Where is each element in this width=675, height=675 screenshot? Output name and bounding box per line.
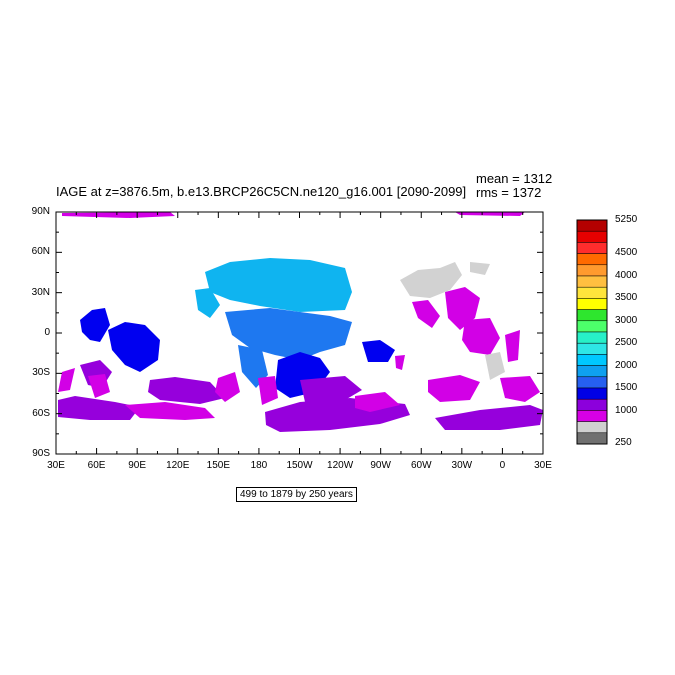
colorbar-tick-label: 1500 <box>615 382 638 393</box>
galapagos-patch <box>395 355 405 370</box>
lat-tick-label: 60N <box>31 246 50 258</box>
colorbar-swatch <box>576 365 608 378</box>
colorbar-swatch <box>576 342 608 355</box>
south-atlantic-west <box>428 375 480 402</box>
colorbar <box>576 219 608 445</box>
south-pacific-central <box>300 376 362 402</box>
lat-tick-label: 90N <box>31 206 50 217</box>
mean-value: mean = 1312 <box>476 171 553 186</box>
australian-south <box>148 377 225 404</box>
lon-tick-label: 30W <box>451 460 473 471</box>
lat-tick-label: 0 <box>44 327 50 338</box>
cape-basin <box>500 376 540 402</box>
lat-tick-label: 30S <box>32 367 50 379</box>
north-atlantic-gray <box>400 262 462 298</box>
colorbar-swatch <box>576 253 608 266</box>
colorbar-swatch <box>576 354 608 366</box>
nordic-gray <box>470 262 490 275</box>
lon-tick-label: 180 <box>250 460 268 471</box>
lon-tick-label: 120E <box>166 460 190 471</box>
lon-tick-label: 120W <box>327 460 354 471</box>
lon-tick-label: 30E <box>534 460 552 471</box>
southeast-pacific-magenta <box>355 392 400 412</box>
north-pacific <box>205 258 352 312</box>
tasman-patch <box>215 372 240 402</box>
colorbar-tick-label: 4500 <box>615 247 638 258</box>
colorbar-swatch <box>576 421 608 434</box>
colorbar-tick-label: 5250 <box>615 214 638 225</box>
arabian-basin <box>80 308 110 342</box>
colorbar-swatch <box>576 264 608 277</box>
indian-southwest <box>88 374 110 398</box>
south-indian-west <box>58 396 140 420</box>
peru-basin <box>362 340 395 362</box>
colorbar-swatch <box>576 398 608 411</box>
colorbar-swatch <box>576 275 608 288</box>
colorbar-swatch <box>576 298 608 310</box>
west-pacific-patch <box>195 288 220 318</box>
axis-ticks <box>55 211 544 455</box>
rms-value: rms = 1372 <box>476 185 542 200</box>
colorbar-tick-label: 3500 <box>615 292 638 303</box>
plot-title: IAGE at z=3876.5m, b.e13.BRCP26C5CN.ne12… <box>56 184 467 199</box>
lon-tick-label: 90W <box>370 460 391 471</box>
colorbar-tick-label: 1000 <box>615 405 638 416</box>
north-atlantic-central <box>445 287 480 330</box>
colorbar-tick-label: 2500 <box>615 337 638 348</box>
colorbar-swatch <box>576 242 608 254</box>
colorbar-tick-label: 250 <box>615 437 632 448</box>
guinea-basin <box>505 330 520 362</box>
lat-tick-label: 90S <box>32 448 50 459</box>
atlantic-gray-patch <box>485 352 505 380</box>
south-australian-basin <box>125 402 215 420</box>
lon-tick-label: 60W <box>410 460 432 471</box>
colorbar-tick-label: 2000 <box>615 360 638 371</box>
arctic-strip-west <box>62 212 175 218</box>
lon-tick-label: 0 <box>499 460 506 471</box>
colorbar-swatch <box>576 432 608 445</box>
colorbar-tick-label: 3000 <box>615 315 638 326</box>
lat-tick-label: 60S <box>32 407 50 419</box>
south-atlantic-southern <box>435 405 543 430</box>
colorbar-tick-label: 4000 <box>615 270 638 281</box>
equatorial-pacific <box>225 308 352 360</box>
lat-tick-label: 30N <box>31 286 50 298</box>
arctic-strip-east <box>455 212 525 216</box>
lon-tick-label: 90E <box>128 460 147 471</box>
colorbar-swatch <box>576 309 608 322</box>
agulhas-patch <box>58 368 75 392</box>
west-atlantic-magenta <box>412 300 440 328</box>
south-pacific-west-patch <box>238 345 268 388</box>
equatorial-atlantic <box>462 318 500 355</box>
lon-tick-label: 60E <box>87 460 106 471</box>
colorbar-swatch <box>576 219 608 232</box>
contour-range-note: 499 to 1879 by 250 years <box>236 487 357 502</box>
map-data-layer <box>58 212 543 432</box>
pacific-magenta-patch <box>258 376 278 405</box>
colorbar-swatch <box>576 376 608 389</box>
colorbar-swatch <box>576 387 608 400</box>
lon-tick-label: 150W <box>286 460 313 471</box>
indian-ocean-central <box>108 322 160 372</box>
colorbar-swatch <box>576 331 608 344</box>
colorbar-swatch <box>576 410 608 422</box>
colorbar-swatch <box>576 320 608 333</box>
colorbar-swatch <box>576 286 608 299</box>
colorbar-swatch <box>576 230 608 243</box>
lon-tick-label: 150E <box>206 460 230 471</box>
lon-tick-label: 30E <box>47 460 65 471</box>
